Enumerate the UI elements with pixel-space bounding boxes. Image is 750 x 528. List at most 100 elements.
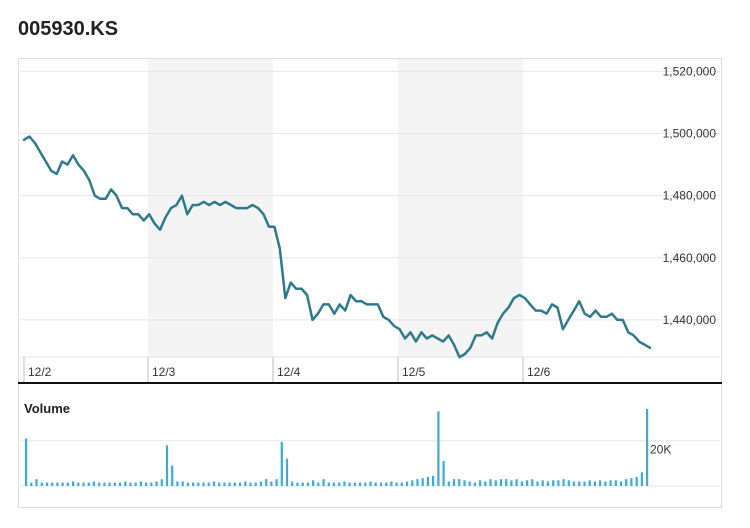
- volume-bar: [432, 475, 435, 486]
- volume-bar: [155, 481, 158, 486]
- chart-frame: [18, 58, 722, 508]
- volume-bar: [411, 480, 414, 486]
- volume-bar: [437, 411, 440, 486]
- volume-bar: [45, 482, 49, 486]
- y-tick-label: 1,460,000: [663, 251, 717, 265]
- volume-bar: [317, 482, 320, 486]
- volume-bar: [92, 481, 95, 486]
- volume-bar: [369, 481, 372, 486]
- volume-bar: [249, 482, 252, 486]
- volume-bar: [98, 482, 101, 486]
- volume-bar: [614, 480, 617, 486]
- volume-bar: [536, 481, 539, 486]
- volume-bar: [385, 482, 388, 486]
- y-tick-label: 1,500,000: [663, 127, 717, 141]
- volume-bar: [619, 481, 623, 486]
- volume-bar: [625, 479, 628, 486]
- volume-bar: [374, 482, 377, 486]
- volume-bar: [599, 480, 602, 486]
- volume-bar: [515, 479, 518, 486]
- gridlines: [20, 70, 720, 358]
- volume-bar: [312, 480, 315, 486]
- volume-bar: [25, 438, 28, 486]
- volume-bar: [348, 482, 351, 486]
- price-line: [22, 135, 652, 359]
- volume-bar: [604, 481, 607, 486]
- volume-bar: [557, 480, 560, 486]
- volume-bar: [463, 480, 466, 486]
- volume-bar: [296, 482, 299, 486]
- volume-bar: [301, 482, 304, 486]
- volume-bar: [113, 482, 116, 486]
- volume-bar: [129, 482, 132, 486]
- volume-bar: [30, 482, 33, 486]
- volume-bar: [233, 482, 236, 486]
- y-tick-label: 1,480,000: [663, 189, 717, 203]
- volume-bar: [593, 481, 596, 486]
- volume-bar: [56, 482, 59, 486]
- volume-title: Volume: [24, 401, 70, 416]
- volume-bar: [82, 482, 85, 486]
- volume-bar: [87, 482, 90, 486]
- volume-bar: [275, 479, 278, 486]
- volume-bar: [280, 441, 283, 486]
- volume-bar: [395, 482, 398, 486]
- y-tick-label: 1,440,000: [663, 313, 717, 327]
- volume-bar: [265, 479, 268, 486]
- volume-bar: [322, 479, 325, 486]
- volume-bar: [526, 480, 529, 486]
- volume-bar: [489, 479, 492, 486]
- volume-bar: [494, 480, 497, 486]
- volume-bar: [426, 476, 429, 486]
- volume-bar: [343, 481, 346, 486]
- volume-bar: [327, 482, 330, 486]
- volume-bar: [35, 479, 38, 486]
- volume-bar: [51, 482, 54, 486]
- volume-bar: [473, 482, 476, 486]
- volume-bar: [171, 465, 174, 486]
- volume-bar: [181, 481, 184, 486]
- x-tick-labels: 12/2 12/3 12/4 12/5 12/6: [23, 357, 551, 382]
- volume-bar: [150, 482, 153, 486]
- x-tick-label: 12/6: [527, 365, 551, 379]
- volume-bar: [103, 482, 106, 486]
- volume-bar: [124, 481, 127, 486]
- volume-bar: [186, 482, 189, 486]
- volume-bar: [567, 480, 570, 486]
- volume-bar: [207, 482, 210, 486]
- volume-bar: [197, 482, 200, 486]
- volume-bar: [484, 481, 487, 486]
- y-tick-labels: 1,520,000 1,500,000 1,480,000 1,460,000 1,44…: [663, 64, 717, 326]
- volume-bar: [192, 482, 195, 486]
- volume-bars: [25, 409, 649, 486]
- volume-bar: [291, 481, 294, 486]
- x-tick-label: 12/4: [277, 365, 301, 379]
- volume-bar: [165, 445, 169, 486]
- volume-bar: [134, 482, 137, 486]
- volume-bar: [66, 482, 69, 486]
- volume-bar: [108, 482, 111, 486]
- volume-bar: [61, 482, 64, 486]
- volume-bar: [646, 409, 649, 486]
- volume-bar: [531, 479, 534, 486]
- volume-bar: [562, 479, 565, 486]
- volume-bar: [218, 482, 221, 486]
- volume-bar: [640, 472, 643, 486]
- volume-bar: [223, 482, 226, 486]
- ticker-title: 005930.KS: [18, 18, 119, 40]
- volume-bar: [442, 461, 445, 486]
- volume-bar: [447, 481, 450, 486]
- volume-bar: [572, 481, 576, 486]
- volume-bar: [520, 481, 523, 486]
- volume-bar: [139, 481, 142, 486]
- volume-bar: [505, 479, 508, 486]
- volume-bar: [421, 478, 424, 486]
- volume-bar: [468, 481, 471, 486]
- volume-bar: [405, 481, 409, 486]
- volume-bar: [306, 482, 309, 486]
- volume-bar: [285, 458, 289, 486]
- volume-bar: [458, 479, 461, 486]
- volume-bar: [359, 482, 362, 486]
- volume-bar: [390, 481, 393, 486]
